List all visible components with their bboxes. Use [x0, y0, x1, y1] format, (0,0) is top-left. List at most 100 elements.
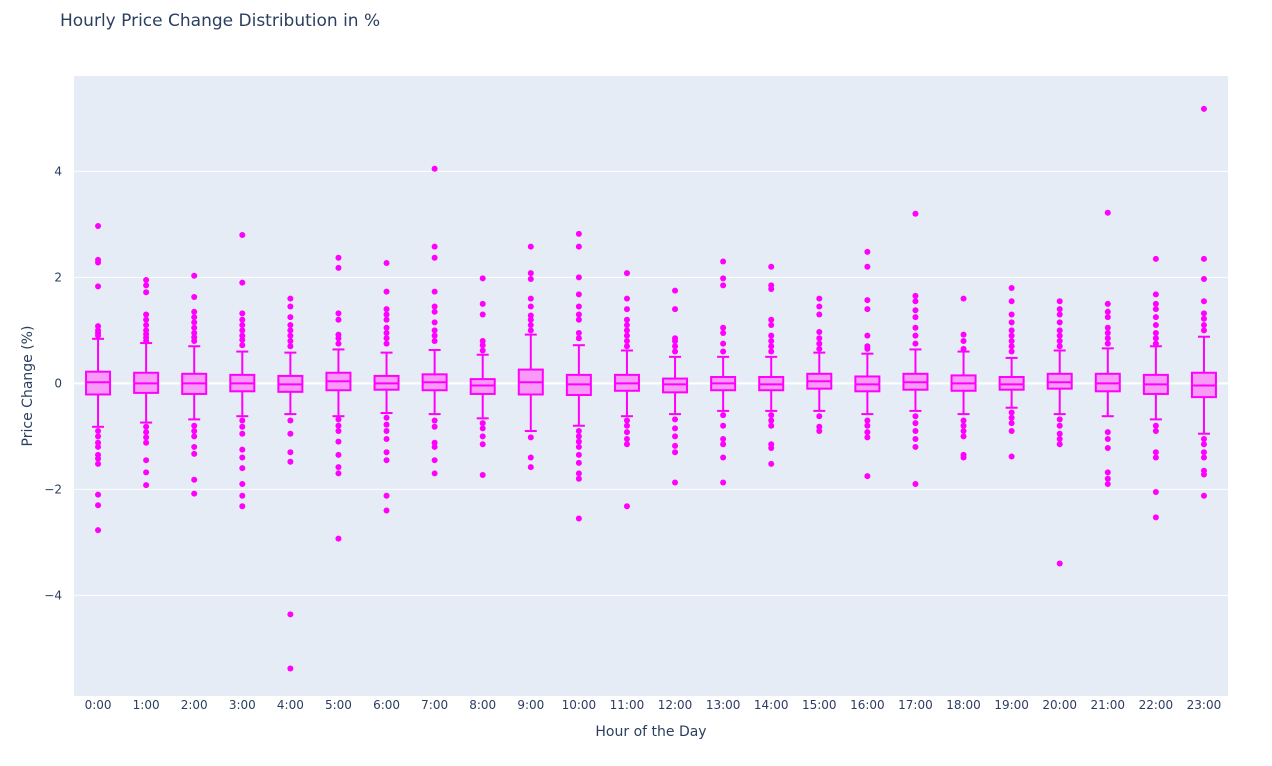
- outlier-point: [768, 348, 775, 355]
- outlier-point: [1104, 209, 1111, 216]
- y-axis-ticks: −4 −2 0 2 4: [44, 164, 62, 602]
- outlier-point: [720, 441, 727, 448]
- outlier-point: [1200, 454, 1207, 461]
- outlier-point: [95, 460, 102, 467]
- outlier-point: [1008, 337, 1015, 344]
- outlier-point: [912, 292, 919, 299]
- outlier-point: [864, 332, 871, 339]
- outlier-point: [287, 303, 294, 310]
- outlier-point: [1008, 284, 1015, 291]
- outlier-point: [960, 337, 967, 344]
- y-tick-label: 0: [54, 376, 62, 390]
- outlier-point: [1008, 453, 1015, 460]
- outlier-point: [1200, 275, 1207, 282]
- outlier-point: [95, 455, 102, 462]
- outlier-point: [1152, 514, 1159, 521]
- outlier-point: [143, 469, 150, 476]
- outlier-point: [672, 425, 679, 432]
- outlier-point: [1200, 435, 1207, 442]
- outlier-point: [239, 310, 246, 317]
- outlier-point: [479, 275, 486, 282]
- box-iqr: [1046, 372, 1073, 390]
- outlier-point: [768, 343, 775, 350]
- outlier-point: [912, 314, 919, 321]
- outlier-point: [1056, 327, 1063, 334]
- outlier-point: [1056, 311, 1063, 318]
- outlier-point: [575, 451, 582, 458]
- outlier-point: [1152, 454, 1159, 461]
- outlier-point: [527, 303, 534, 310]
- outlier-point: [960, 454, 967, 461]
- outlier-point: [239, 446, 246, 453]
- outlier-point: [143, 282, 150, 289]
- outlier-point: [191, 422, 198, 429]
- x-tick-label: 0:00: [85, 698, 112, 712]
- outlier-point: [239, 492, 246, 499]
- outlier-point: [191, 324, 198, 331]
- outlier-point: [960, 433, 967, 440]
- outlier-point: [479, 342, 486, 349]
- outlier-point: [912, 481, 919, 488]
- outlier-point: [1200, 105, 1207, 112]
- outlier-point: [1152, 314, 1159, 321]
- outlier-point: [575, 330, 582, 337]
- chart-title: Hourly Price Change Distribution in %: [60, 11, 380, 31]
- outlier-point: [287, 327, 294, 334]
- outlier-point: [1152, 428, 1159, 435]
- outlier-point: [383, 288, 390, 295]
- box-0:00: [85, 222, 112, 534]
- outlier-point: [623, 422, 630, 429]
- outlier-point: [287, 314, 294, 321]
- outlier-point: [1008, 319, 1015, 326]
- outlier-point: [431, 337, 438, 344]
- outlier-point: [1008, 348, 1015, 355]
- outlier-point: [431, 303, 438, 310]
- outlier-point: [95, 527, 102, 534]
- outlier-point: [239, 454, 246, 461]
- outlier-point: [383, 428, 390, 435]
- box-14:00: [758, 263, 785, 467]
- outlier-point: [1152, 335, 1159, 342]
- outlier-point: [191, 450, 198, 457]
- outlier-point: [1056, 298, 1063, 305]
- outlier-point: [1104, 335, 1111, 342]
- outlier-point: [1152, 422, 1159, 429]
- outlier-point: [768, 445, 775, 451]
- outlier-point: [912, 210, 919, 217]
- y-tick-label: 2: [54, 270, 62, 284]
- outlier-point: [1008, 409, 1015, 416]
- outlier-point: [287, 449, 294, 456]
- outlier-point: [287, 665, 294, 672]
- box-iqr: [469, 378, 496, 395]
- outlier-point: [95, 259, 102, 266]
- outlier-point: [431, 332, 438, 339]
- outlier-point: [479, 441, 486, 448]
- outlier-point: [431, 308, 438, 315]
- outlier-point: [143, 439, 150, 446]
- x-tick-label: 16:00: [850, 698, 885, 712]
- outlier-point: [672, 449, 679, 456]
- box-4:00: [277, 295, 304, 672]
- outlier-point: [1056, 319, 1063, 326]
- outlier-point: [623, 435, 630, 442]
- x-tick-label: 15:00: [802, 698, 837, 712]
- y-tick-label: 4: [54, 164, 62, 178]
- outlier-point: [239, 417, 246, 424]
- outlier-point: [239, 336, 246, 343]
- outlier-point: [575, 311, 582, 318]
- outlier-point: [1104, 475, 1111, 482]
- outlier-point: [720, 282, 727, 289]
- outlier-point: [431, 443, 438, 450]
- outlier-point: [960, 345, 967, 352]
- outlier-point: [95, 332, 102, 339]
- outlier-point: [1200, 449, 1207, 456]
- x-tick-label: 6:00: [373, 698, 400, 712]
- outlier-point: [1152, 330, 1159, 337]
- outlier-point: [191, 433, 198, 440]
- outlier-point: [335, 254, 342, 261]
- outlier-point: [864, 306, 871, 313]
- outlier-point: [191, 272, 198, 279]
- outlier-point: [95, 491, 102, 498]
- outlier-point: [1152, 322, 1159, 329]
- box-17:00: [902, 210, 929, 488]
